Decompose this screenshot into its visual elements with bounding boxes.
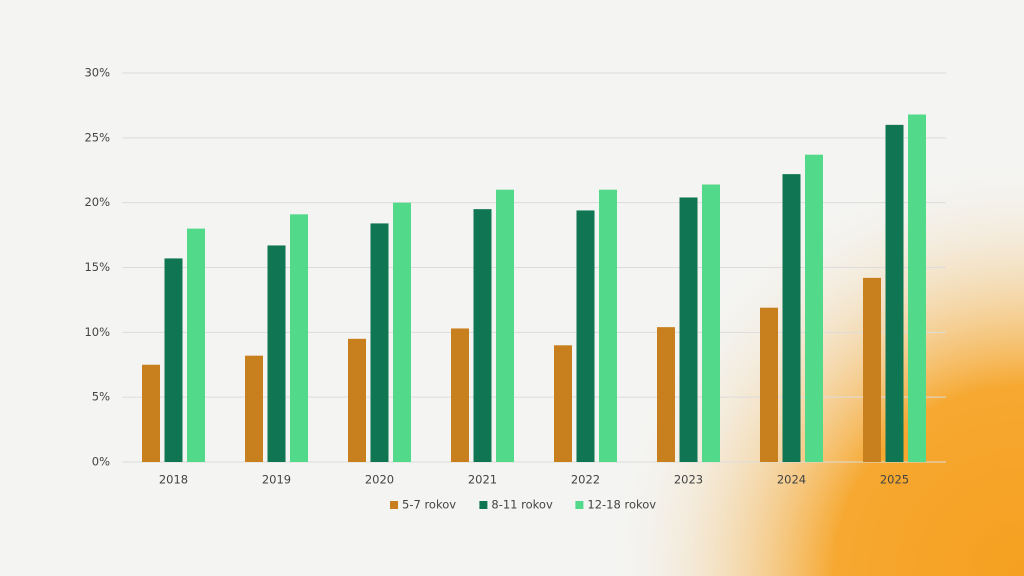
x-tick-label: 2024 — [777, 473, 806, 487]
bar — [370, 223, 389, 462]
y-tick-label: 10% — [84, 325, 110, 339]
bar — [599, 189, 617, 462]
y-tick-label: 15% — [84, 260, 110, 274]
bar — [164, 258, 183, 462]
y-tick-label: 20% — [84, 195, 110, 209]
legend-swatch — [479, 501, 488, 509]
bar — [657, 327, 675, 462]
bar — [782, 174, 801, 462]
legend-label: 8-11 rokov — [491, 498, 553, 512]
y-tick-label: 5% — [92, 390, 110, 404]
y-tick-label: 0% — [92, 455, 110, 469]
bar — [142, 364, 160, 462]
y-tick-label: 30% — [84, 66, 110, 80]
x-tick-label: 2018 — [159, 473, 188, 487]
bar — [702, 184, 720, 462]
bar — [245, 355, 263, 462]
bar — [496, 189, 514, 462]
bar — [187, 228, 205, 462]
bar — [908, 114, 926, 462]
bar — [473, 209, 492, 462]
bar — [554, 345, 572, 462]
legend-label: 12-18 rokov — [587, 498, 656, 512]
bar — [393, 202, 411, 462]
x-tick-label: 2023 — [674, 473, 703, 487]
bar — [267, 245, 286, 462]
bar — [679, 197, 698, 463]
legend-swatch — [575, 501, 584, 509]
x-tick-label: 2020 — [365, 473, 394, 487]
bar — [760, 307, 778, 462]
bar — [348, 338, 366, 462]
bar — [863, 277, 881, 462]
bar — [805, 154, 823, 462]
x-tick-label: 2019 — [262, 473, 291, 487]
x-tick-label: 2022 — [571, 473, 600, 487]
legend-swatch — [390, 501, 398, 509]
legend-label: 5-7 rokov — [402, 498, 456, 512]
y-tick-label: 25% — [84, 130, 110, 144]
bar — [885, 124, 904, 462]
bar — [451, 328, 469, 462]
bar — [576, 210, 595, 462]
x-tick-label: 2025 — [880, 473, 909, 487]
bar — [290, 214, 308, 462]
x-tick-label: 2021 — [468, 473, 497, 487]
